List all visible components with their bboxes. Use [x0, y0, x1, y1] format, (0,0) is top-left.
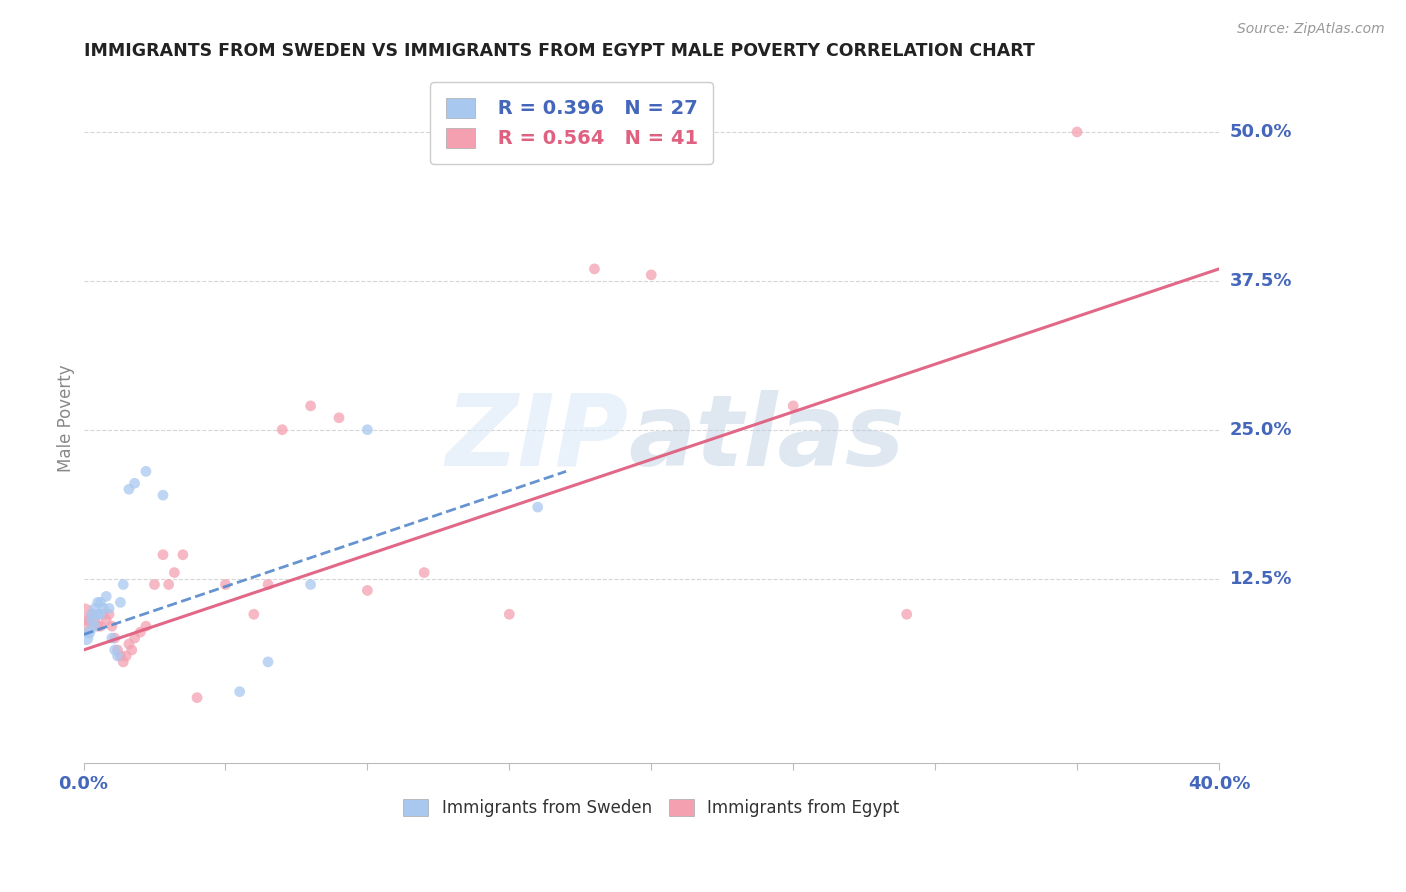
Point [110, 595, 132, 609]
Text: ZIP: ZIP [446, 390, 628, 487]
Point [72, 607, 94, 622]
Point [104, 643, 127, 657]
Point [152, 548, 174, 562]
Point [77, 625, 100, 640]
Point [115, 648, 138, 663]
Point [80, 607, 103, 622]
Point [93, 607, 115, 622]
Point [413, 566, 436, 580]
Point [112, 655, 135, 669]
Point [135, 464, 157, 478]
Point [328, 410, 350, 425]
Point [526, 500, 548, 514]
Point [86, 595, 108, 609]
Point [356, 423, 378, 437]
Y-axis label: Male Poverty: Male Poverty [58, 364, 75, 472]
Point [299, 577, 322, 591]
Point [90, 607, 112, 622]
Point [96, 590, 118, 604]
Point [498, 607, 520, 622]
Text: IMMIGRANTS FROM SWEDEN VS IMMIGRANTS FROM EGYPT MALE POVERTY CORRELATION CHART: IMMIGRANTS FROM SWEDEN VS IMMIGRANTS FRO… [83, 42, 1035, 60]
Point [75, 619, 97, 633]
Text: Source: ZipAtlas.com: Source: ZipAtlas.com [1237, 22, 1385, 37]
Point [163, 566, 186, 580]
Point [107, 643, 129, 657]
Point [214, 577, 236, 591]
Point [124, 631, 146, 645]
Point [583, 261, 606, 276]
Point [124, 476, 146, 491]
Point [129, 625, 152, 640]
Text: atlas: atlas [628, 390, 905, 487]
Point [186, 690, 208, 705]
Point [101, 631, 124, 645]
Point [135, 619, 157, 633]
Point [356, 583, 378, 598]
Point [299, 399, 322, 413]
Point [110, 648, 132, 663]
Legend: Immigrants from Sweden, Immigrants from Egypt: Immigrants from Sweden, Immigrants from … [396, 792, 905, 824]
Point [86, 619, 108, 633]
Point [896, 607, 918, 622]
Point [152, 488, 174, 502]
Point [172, 548, 194, 562]
Point [101, 619, 124, 633]
Point [640, 268, 662, 282]
Point [782, 399, 804, 413]
Point [104, 631, 127, 645]
Point [75, 631, 97, 645]
Point [143, 577, 166, 591]
Point [83, 613, 105, 627]
Point [228, 684, 250, 698]
Point [107, 648, 129, 663]
Point [90, 619, 112, 633]
Text: 25.0%: 25.0% [1230, 421, 1292, 439]
Point [118, 482, 141, 496]
Point [80, 607, 103, 622]
Text: 37.5%: 37.5% [1230, 272, 1292, 290]
Point [118, 637, 141, 651]
Point [257, 577, 280, 591]
Point [93, 601, 115, 615]
Point [1066, 125, 1088, 139]
Point [86, 607, 108, 622]
Point [90, 595, 112, 609]
Point [98, 601, 121, 615]
Point [243, 607, 266, 622]
Point [157, 577, 180, 591]
Point [83, 619, 105, 633]
Point [80, 613, 103, 627]
Point [257, 655, 280, 669]
Text: 12.5%: 12.5% [1230, 570, 1292, 588]
Point [77, 613, 100, 627]
Point [98, 607, 121, 622]
Point [121, 643, 143, 657]
Point [112, 577, 135, 591]
Point [271, 423, 294, 437]
Text: 50.0%: 50.0% [1230, 123, 1292, 141]
Point [83, 601, 105, 615]
Point [96, 613, 118, 627]
